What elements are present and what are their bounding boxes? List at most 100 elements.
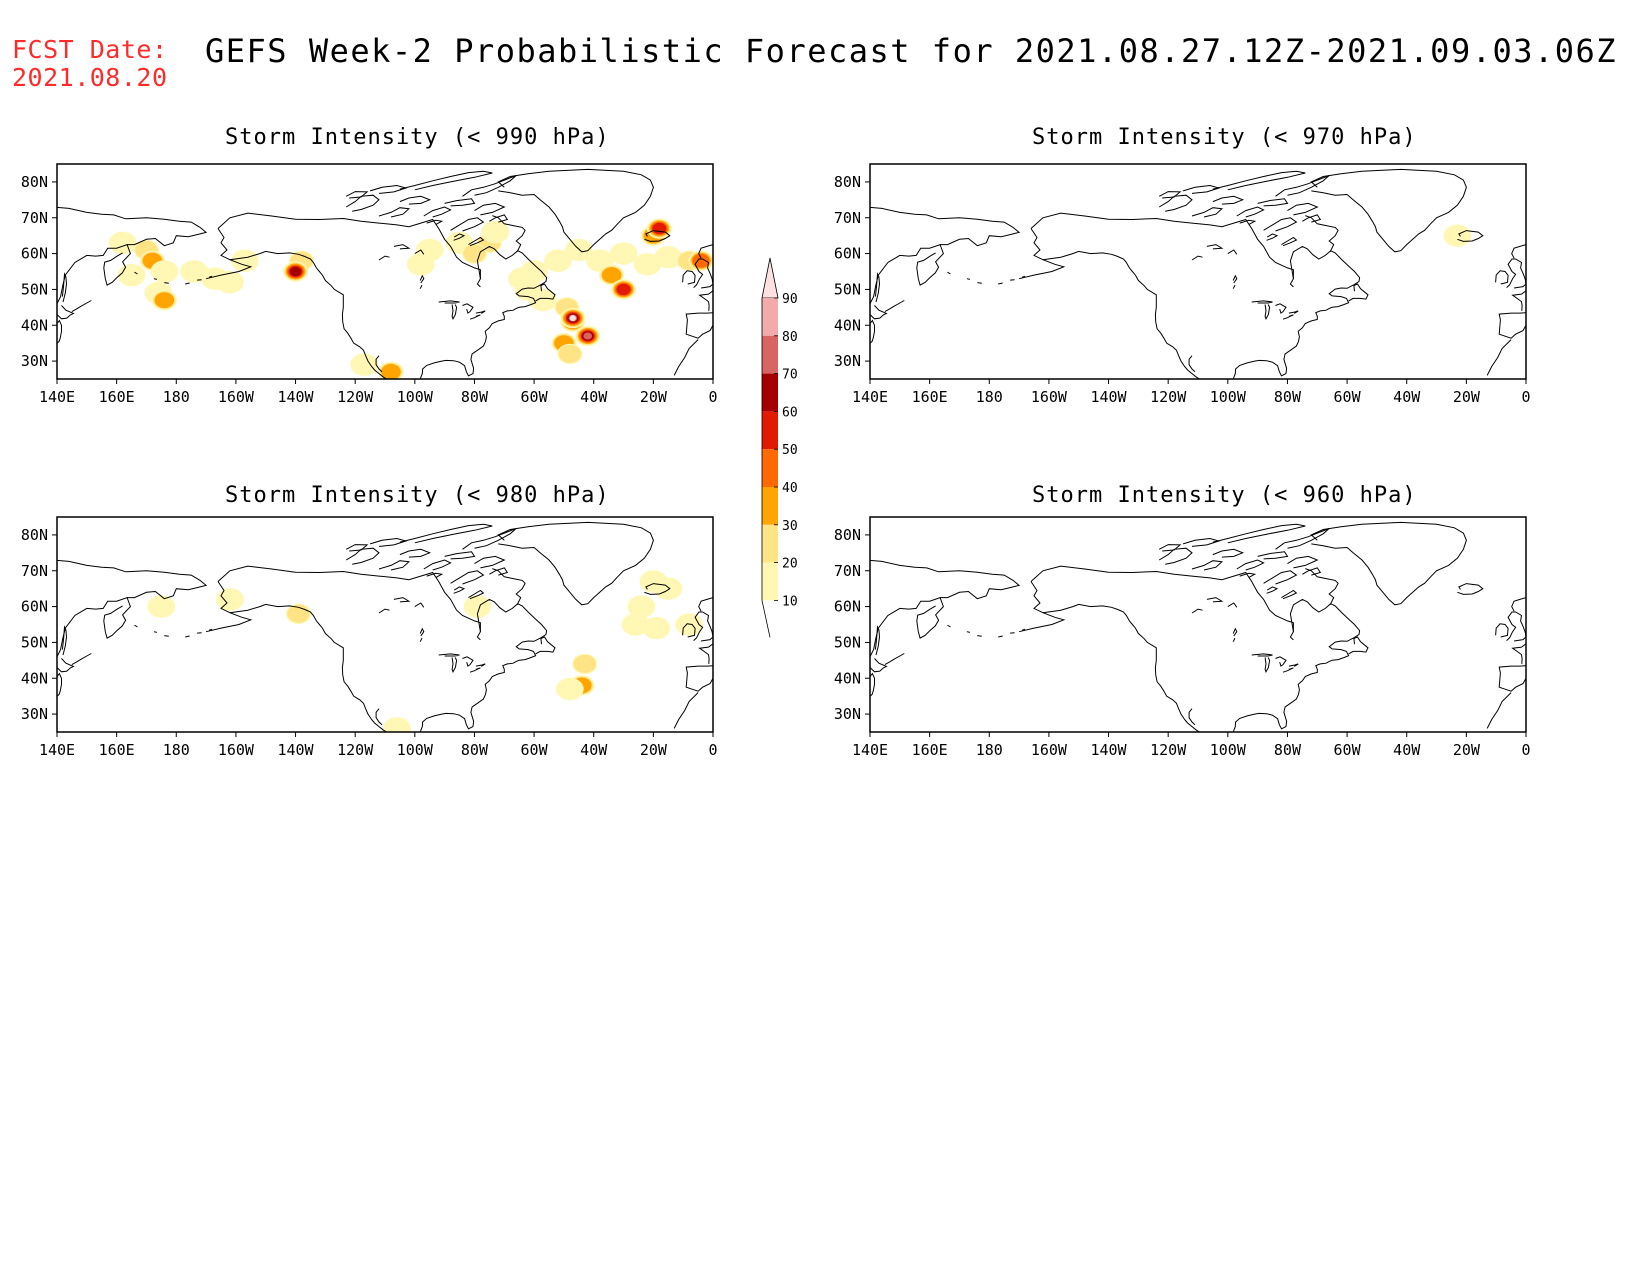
coastline (1232, 627, 1238, 637)
coastline (1232, 274, 1238, 284)
lon-tick-label: 140E (852, 388, 888, 406)
lat-tick-label: 40N (21, 669, 48, 687)
lon-tick-label: 20W (1453, 741, 1481, 759)
coastline (369, 184, 408, 194)
colorbar-swatch (762, 373, 778, 412)
coastline (1305, 215, 1339, 253)
probability-cell (289, 266, 302, 277)
coastline (469, 314, 481, 320)
probability-shading (1443, 224, 1472, 247)
coastline (1457, 230, 1484, 242)
coastline (1042, 250, 1200, 379)
coastline (217, 565, 481, 641)
probability-cell (154, 292, 175, 309)
lon-tick-label: 60W (521, 741, 549, 759)
lat-tick-label: 60N (834, 598, 861, 616)
probability-cell (108, 231, 137, 255)
lon-tick-label: 100W (397, 741, 434, 759)
coastline (205, 228, 253, 280)
lon-tick-label: 160W (218, 388, 255, 406)
coastline (1239, 219, 1257, 226)
probability-cell (616, 283, 631, 296)
coastline (438, 300, 460, 304)
lat-tick-label: 50N (834, 633, 861, 651)
coastline (1212, 195, 1245, 205)
probability-cell (481, 220, 510, 244)
coastline (1021, 628, 1026, 631)
coastline (673, 339, 699, 376)
coastline (375, 708, 383, 726)
coastline (870, 305, 888, 320)
probability-cell (180, 260, 209, 283)
probability-cell (383, 717, 411, 732)
probability-cell (216, 271, 244, 294)
coastline (345, 544, 369, 552)
lon-tick-label: 0 (1521, 388, 1530, 406)
panel-title-970: Storm Intensity (< 970 hPa) (1032, 125, 1417, 150)
lon-tick-label: 160W (1031, 741, 1068, 759)
lat-tick-label: 50N (834, 280, 861, 298)
coastline (444, 198, 476, 207)
coastline (229, 250, 387, 379)
coastlines (57, 168, 713, 379)
coastline (966, 278, 971, 280)
coastline (399, 523, 493, 544)
coastline (497, 521, 654, 606)
coastline (462, 303, 474, 314)
coastline (1232, 284, 1236, 289)
coastline (535, 636, 556, 655)
coastline (489, 567, 509, 576)
coastline (1288, 663, 1299, 667)
lat-tick-label: 40N (834, 316, 861, 334)
coastline (451, 657, 458, 674)
coastline (1263, 217, 1298, 232)
coastline (419, 637, 423, 642)
lat-tick-label: 30N (21, 352, 48, 370)
probability-cell (1443, 224, 1472, 247)
probability-cell (692, 253, 710, 268)
lon-tick-label: 140E (852, 741, 888, 759)
probability-cell (583, 332, 593, 340)
lat-tick-label: 70N (21, 562, 48, 580)
lat-tick-label: 30N (21, 705, 48, 723)
coastline (998, 635, 1003, 638)
probability-cell (230, 249, 259, 272)
lon-tick-label: 180 (163, 388, 190, 406)
coastline (419, 274, 425, 284)
coastline (977, 635, 982, 637)
coastline (378, 255, 390, 261)
lon-tick-label: 160E (99, 388, 135, 406)
coastline (870, 319, 875, 344)
coastline (1182, 184, 1221, 194)
coastline (1236, 206, 1265, 218)
coastline (870, 206, 1021, 247)
coastline (208, 275, 213, 278)
probability-cell (556, 677, 584, 701)
coastline (378, 207, 411, 218)
coastline (1305, 568, 1339, 606)
coastline (393, 597, 411, 603)
lat-tick-label: 40N (834, 669, 861, 687)
lon-tick-label: 80W (1274, 388, 1302, 406)
lon-tick-label: 140W (1090, 388, 1127, 406)
colorbar-swatch (762, 298, 778, 336)
probability-cell (573, 654, 596, 673)
forecast-date-caption: FCST Date: (12, 35, 168, 64)
lon-tick-label: 160E (912, 388, 948, 406)
coastline (1511, 244, 1526, 259)
coastline (884, 300, 905, 313)
coastline (451, 304, 458, 321)
coastline (153, 278, 158, 280)
lon-tick-label: 160W (1031, 388, 1068, 406)
coastline (1275, 528, 1330, 550)
coastline (489, 214, 509, 223)
lat-tick-label: 60N (21, 245, 48, 263)
coastline (1348, 636, 1369, 655)
colorbar-swatch (762, 335, 778, 374)
coastline (164, 635, 169, 637)
probability-cell (652, 222, 667, 235)
lat-tick-label: 80N (21, 526, 48, 544)
lon-tick-label: 140E (39, 388, 75, 406)
coastline (399, 170, 493, 191)
coastline (57, 672, 62, 697)
